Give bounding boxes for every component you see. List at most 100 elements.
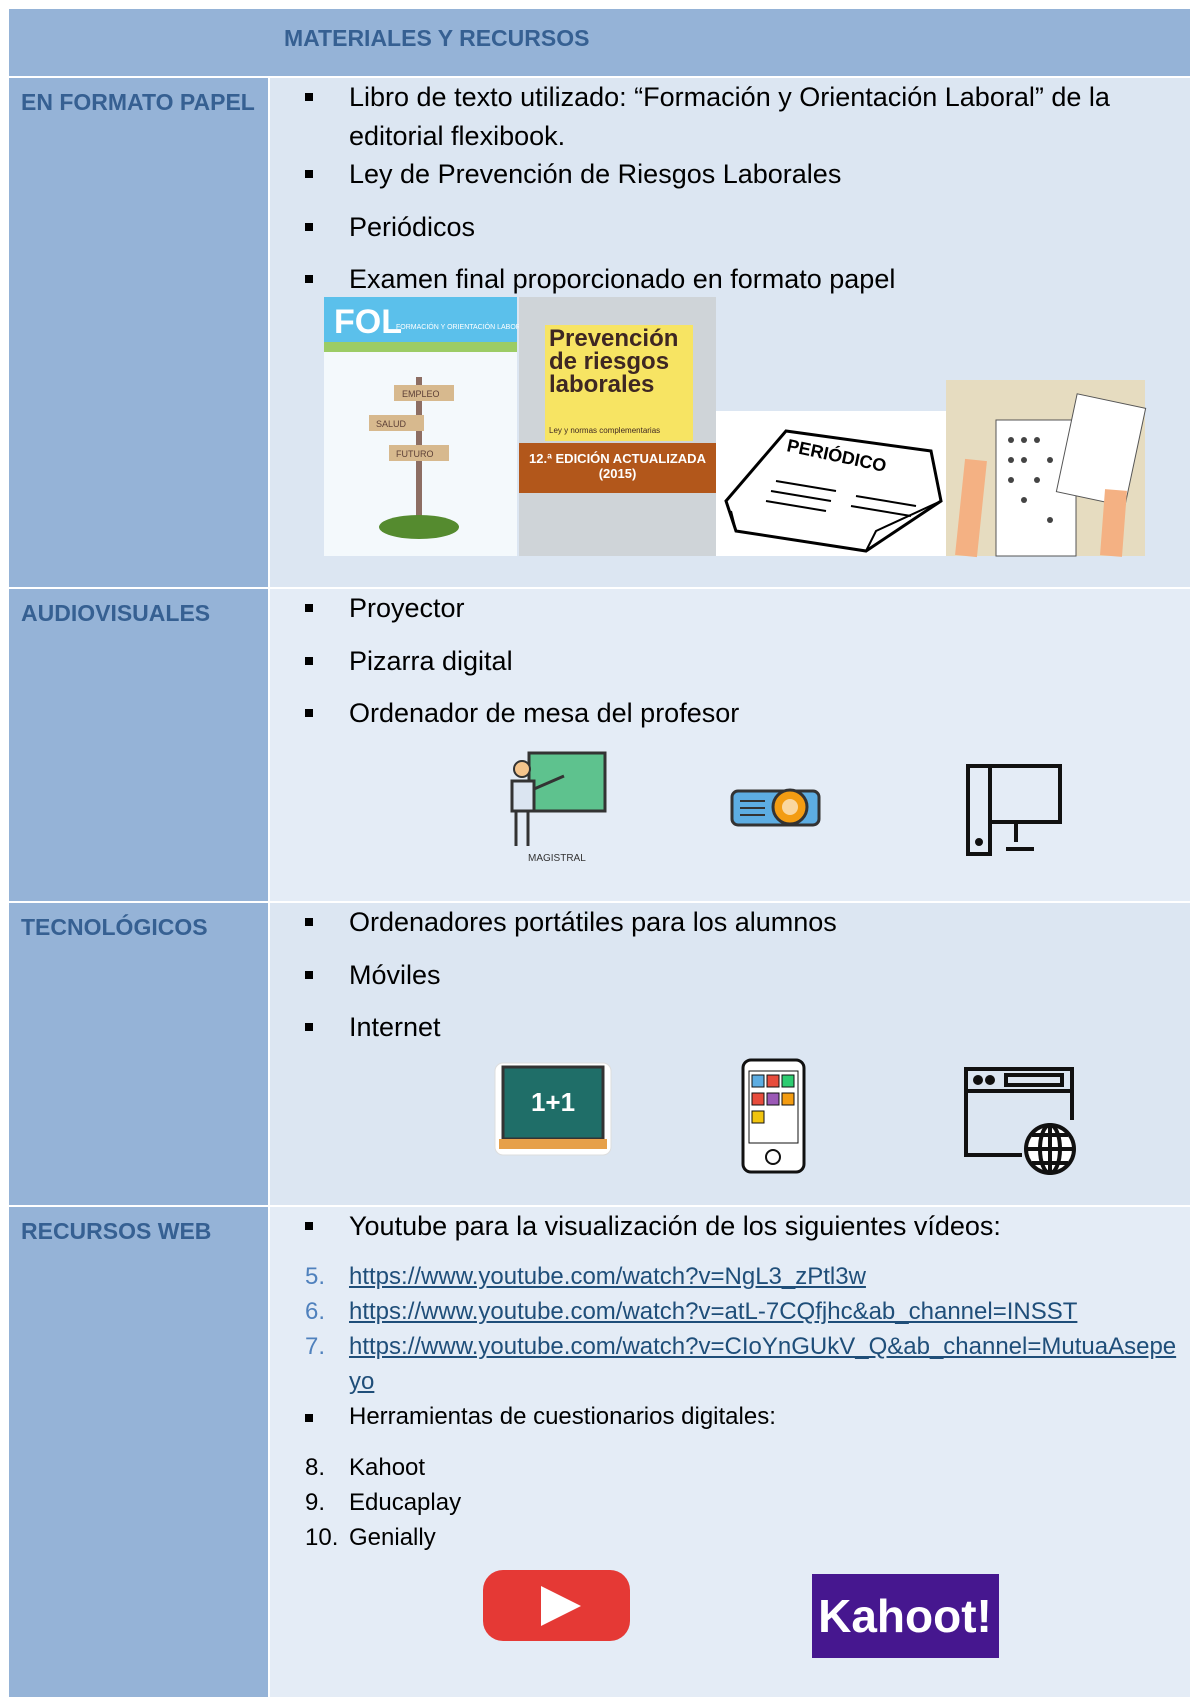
item-text: Herramientas de cuestionarios digitales: (349, 1403, 776, 1430)
fol-subtitle: FORMACIÓN Y ORIENTACIÓN LABORAL (396, 322, 530, 331)
fol-book: FOL FORMACIÓN Y ORIENTACIÓN LABORAL EMPL… (324, 297, 530, 556)
item-marker (305, 1008, 349, 1061)
list-item: Proyector (305, 589, 1185, 642)
list-item: Youtube para la visualización de los sig… (305, 1207, 1185, 1259)
item-marker (305, 1207, 349, 1259)
list-item: Ley de Prevención de Riesgos Laborales (305, 155, 1185, 208)
browser-icon (964, 1067, 1076, 1175)
header: MATERIALES Y RECURSOS (9, 9, 1190, 76)
list-item: Ordenadores portátiles para los alumnos (305, 903, 1185, 956)
item-text: Móviles (349, 959, 441, 990)
bullet (305, 222, 313, 231)
item-list: Proyector Pizarra digital Ordenador de mes… (305, 589, 1185, 747)
row-content: Youtube para la visualización de los sig… (270, 1207, 1190, 1697)
list-item: 5. https://www.youtube.com/watch?v=NgL3_z… (305, 1259, 1185, 1294)
fol-title: FOL (334, 303, 402, 341)
item-list: Youtube para la visualización de los sig… (305, 1207, 1185, 1555)
item-text: Kahoot (349, 1454, 426, 1481)
bullet (305, 918, 313, 926)
teacher-caption: MAGISTRAL (528, 853, 586, 864)
projector-icon (730, 788, 821, 827)
item-marker (305, 1399, 349, 1450)
board-icon: 1+1 (494, 1062, 612, 1156)
computer-icon (966, 764, 1062, 856)
item-marker: 7. (305, 1333, 326, 1360)
item-text: Genially (349, 1524, 436, 1551)
row-label: EN FORMATO PAPEL (9, 78, 268, 587)
item-marker (305, 694, 349, 747)
item-marker (305, 260, 349, 313)
list-item: Examen final proporcionado en formato pa… (305, 260, 1185, 313)
link[interactable]: https://www.youtube.com/watch?v=CIoYnGUk… (349, 1333, 1177, 1395)
item-text: Examen final proporcionado en formato pa… (349, 264, 896, 295)
phone-icon (741, 1058, 806, 1174)
item-marker (305, 903, 349, 956)
row-content: Proyector Pizarra digital Ordenador de mes… (270, 589, 1190, 901)
item-marker (305, 642, 349, 695)
item-marker: 9. (305, 1489, 326, 1516)
list-item: Libro de texto utilizado: “Formación y O… (305, 78, 1185, 155)
item-text: Proyector (349, 593, 465, 623)
list-item: Internet (305, 1008, 1185, 1061)
item-text: Ordenador de mesa del profesor (349, 698, 740, 729)
item-marker: 8. (305, 1454, 326, 1481)
bullet (305, 970, 313, 979)
list-item: 6. https://www.youtube.com/watch?v=atL-7C… (305, 1294, 1185, 1329)
bullet (305, 275, 313, 284)
list-item: Ordenador de mesa del profesor (305, 694, 1185, 747)
item-marker: 6. (305, 1298, 326, 1325)
bullet (305, 604, 313, 612)
list-item: 10. Genially (305, 1520, 1185, 1555)
item-text: Educaplay (349, 1489, 462, 1516)
fol-sign: EMPLEO (402, 389, 440, 399)
list-item: 9. Educaplay (305, 1485, 1185, 1520)
item-marker: 10. (305, 1524, 339, 1551)
item-marker (305, 208, 349, 261)
list-item: 7. https://www.youtube.com/watch?v=CIoYnG… (305, 1329, 1185, 1399)
item-text: Internet (349, 1012, 441, 1043)
header-title: MATERIALES Y RECURSOS (284, 25, 590, 51)
prl-book: Prevención de riesgos laborales Ley y no… (519, 297, 716, 556)
item-text: Pizarra digital (349, 645, 513, 676)
kahoot-logo: Kahoot! (812, 1574, 999, 1658)
youtube-logo (483, 1570, 630, 1641)
bullet (305, 709, 313, 718)
board-text: 1+1 (531, 1087, 575, 1117)
list-item: Móviles (305, 956, 1185, 1009)
bullet (305, 93, 313, 101)
row-label: RECURSOS WEB (9, 1207, 268, 1697)
row-label: TECNOLÓGICOS (9, 903, 268, 1205)
item-marker (305, 78, 349, 155)
bullet (305, 656, 313, 665)
list-item: Pizarra digital (305, 642, 1185, 695)
bullet (305, 1023, 313, 1032)
list-item: Periódicos (305, 208, 1185, 261)
item-marker (305, 155, 349, 208)
item-text: Libro de texto utilizado: “Formación y O… (349, 82, 1110, 151)
link[interactable]: https://www.youtube.com/watch?v=atL-7CQf… (349, 1298, 1078, 1325)
item-marker (305, 589, 349, 642)
teacher-icon: MAGISTRAL (510, 751, 607, 864)
item-marker (305, 956, 349, 1009)
fol-sign: FUTURO (396, 449, 434, 459)
item-text: Youtube para la visualización de los sig… (349, 1211, 1001, 1241)
item-list: Ordenadores portátiles para los alumnos M… (305, 903, 1185, 1061)
prl-title: Prevención de riesgos laborales (549, 327, 679, 398)
kahoot-text: Kahoot! (818, 1590, 992, 1642)
bullet (305, 170, 313, 179)
item-marker: 5. (305, 1263, 326, 1290)
list-item: 8. Kahoot (305, 1450, 1185, 1485)
newspaper: PERIÓDICO (716, 411, 946, 556)
list-item: Herramientas de cuestionarios digitales: (305, 1399, 1185, 1450)
item-text: Ley de Prevención de Riesgos Laborales (349, 159, 842, 190)
item-list: Libro de texto utilizado: “Formación y O… (305, 78, 1185, 313)
prl-edition: 12.ª EDICIÓN ACTUALIZADA (2015) (529, 451, 706, 481)
fol-sign: SALUD (376, 419, 407, 429)
row-label: AUDIOVISUALES (9, 589, 268, 901)
exam (946, 380, 1147, 558)
item-text: Ordenadores portátiles para los alumnos (349, 907, 837, 937)
prl-subtitle: Ley y normas complementarias (549, 426, 660, 435)
link[interactable]: https://www.youtube.com/watch?v=NgL3_zPt… (349, 1263, 866, 1290)
